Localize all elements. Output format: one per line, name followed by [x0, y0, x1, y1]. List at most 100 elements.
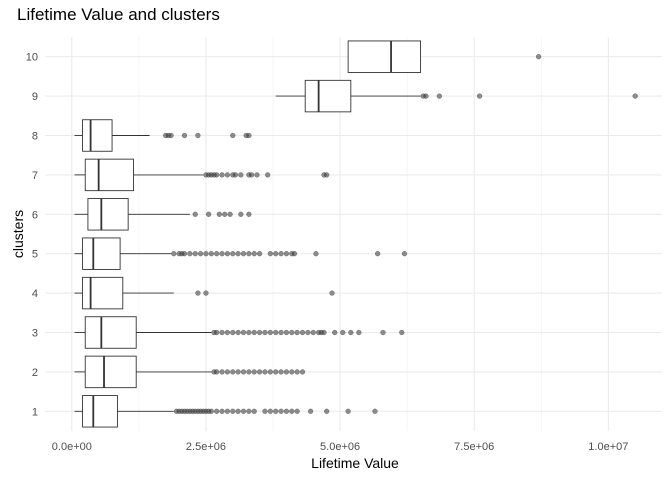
outlier-point — [240, 329, 247, 336]
outlier-point — [214, 369, 220, 375]
box-cluster-6 — [74, 198, 252, 231]
box-cluster-2 — [74, 355, 306, 389]
outlier-point — [267, 329, 273, 336]
y-tick-label: 10 — [26, 52, 38, 64]
outlier-point — [256, 329, 263, 336]
x-tick-label: 5.0e+06 — [320, 441, 360, 453]
outlier-point — [278, 251, 284, 257]
y-tick-label: 9 — [32, 91, 38, 103]
outlier-point — [219, 369, 225, 375]
outlier-point — [195, 290, 201, 296]
outlier-point — [340, 329, 346, 336]
outlier-point — [232, 172, 239, 178]
outlier-point — [278, 329, 284, 336]
outlier-point — [294, 408, 300, 414]
y-axis: 1 2 3 4 5 6 7 8 9 10 — [26, 52, 38, 419]
outlier-point — [262, 369, 268, 375]
outlier-point — [283, 408, 290, 414]
outlier-point — [227, 211, 233, 217]
box-series — [74, 40, 638, 428]
outlier-point — [224, 369, 231, 375]
outlier-point — [289, 408, 295, 414]
outlier-point — [291, 251, 298, 257]
outlier-point — [222, 211, 228, 217]
outlier-point — [248, 172, 255, 178]
outlier-point — [224, 329, 231, 336]
y-tick-label: 8 — [32, 131, 38, 143]
box-cluster-5 — [74, 237, 408, 270]
box-iqr — [84, 316, 137, 349]
outlier-point — [246, 369, 252, 375]
outlier-point — [219, 329, 225, 336]
outlier-point — [289, 369, 295, 375]
x-tick-label: 0.0e+00 — [52, 441, 92, 453]
outlier-point — [251, 369, 257, 375]
outlier-point — [203, 251, 209, 257]
outlier-point — [208, 408, 214, 414]
chart-title: Lifetime Value and clusters — [17, 5, 220, 24]
outlier-point — [273, 408, 279, 414]
y-tick-label: 2 — [32, 367, 38, 379]
outlier-point — [356, 329, 362, 336]
outlier-point — [332, 329, 338, 336]
outlier-point — [262, 408, 268, 414]
outlier-point — [235, 408, 241, 414]
outlier-point — [348, 329, 354, 336]
outlier-point — [299, 329, 306, 336]
outlier-point — [299, 369, 306, 375]
outlier-point — [313, 251, 319, 257]
outlier-point — [267, 251, 273, 257]
outlier-point — [238, 172, 244, 178]
outlier-point — [214, 329, 220, 336]
outlier-point — [187, 251, 193, 257]
outlier-point — [219, 172, 225, 178]
outlier-point — [380, 329, 386, 336]
outlier-point — [230, 408, 236, 414]
x-tick-label: 1.0e+07 — [588, 441, 628, 453]
box-cluster-10 — [347, 40, 542, 73]
box-cluster-7 — [74, 158, 330, 192]
outlier-point — [254, 172, 260, 178]
outlier-point — [181, 132, 188, 139]
outlier-point — [294, 329, 300, 336]
outlier-point — [214, 172, 220, 178]
outlier-point — [283, 329, 290, 336]
outlier-point — [203, 290, 209, 296]
y-tick-label: 3 — [32, 328, 38, 340]
outlier-point — [214, 408, 220, 414]
box-iqr — [347, 40, 422, 73]
outlier-point — [329, 290, 335, 296]
box-iqr — [304, 79, 352, 113]
outlier-point — [230, 369, 236, 375]
outlier-point — [230, 251, 236, 257]
outlier-point — [251, 329, 257, 336]
outlier-point — [246, 251, 252, 257]
box-cluster-8 — [74, 119, 252, 152]
outlier-point — [374, 251, 381, 257]
box-cluster-9 — [275, 79, 638, 113]
outlier-point — [224, 251, 231, 257]
y-axis-label: clusters — [10, 209, 26, 259]
outlier-point — [197, 251, 204, 257]
outlier-point — [238, 211, 244, 217]
x-axis-label: Lifetime Value — [311, 455, 399, 471]
outlier-point — [235, 251, 241, 257]
outlier-point — [219, 408, 225, 414]
box-iqr — [84, 355, 137, 389]
box-iqr — [82, 237, 121, 270]
outlier-point — [256, 251, 263, 257]
outlier-point — [305, 329, 311, 336]
box-iqr — [84, 158, 134, 192]
box-cluster-1 — [74, 395, 378, 428]
outlier-point — [192, 251, 198, 257]
outlier-point — [289, 329, 295, 336]
outlier-point — [235, 329, 241, 336]
outlier-point — [262, 329, 268, 336]
outlier-point — [436, 93, 442, 99]
outlier-point — [283, 251, 290, 257]
outlier-point — [476, 93, 483, 99]
outlier-point — [267, 408, 273, 414]
box-iqr — [82, 276, 124, 310]
outlier-point — [273, 251, 279, 257]
